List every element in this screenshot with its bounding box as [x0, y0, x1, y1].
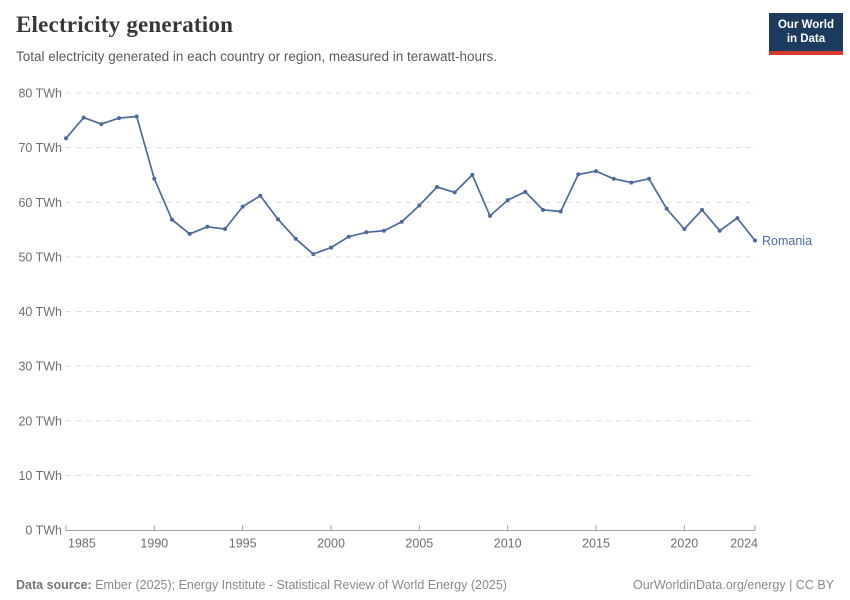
data-point-marker [81, 115, 86, 120]
x-tick-label: 2010 [494, 537, 522, 551]
data-point-marker [311, 252, 316, 257]
owid-logo[interactable]: Our World in Data [768, 13, 843, 55]
data-point-marker [541, 207, 545, 212]
data-point-marker [717, 228, 722, 233]
data-source-text: Ember (2025); Energy Institute - Statist… [95, 578, 507, 592]
x-tick-label: 2000 [317, 537, 345, 551]
data-point-marker [134, 114, 139, 119]
data-point-marker [629, 180, 634, 185]
data-point-marker [364, 230, 369, 235]
chart-footer: Data source: Ember (2025); Energy Instit… [16, 578, 834, 593]
x-tick-label: 2024 [730, 537, 758, 551]
data-source-note: Data source: Ember (2025); Energy Instit… [16, 578, 507, 593]
data-point-marker [558, 209, 563, 214]
data-point-marker [187, 231, 192, 236]
data-point-marker [488, 213, 492, 218]
data-point-marker [293, 236, 298, 241]
data-point-marker [99, 122, 104, 127]
data-point-marker [664, 206, 669, 211]
y-tick-label: 40 TWh [18, 305, 62, 319]
data-point-marker [64, 136, 68, 141]
data-point-marker [647, 176, 651, 181]
data-point-marker [399, 219, 404, 224]
x-tick-label: 1985 [68, 537, 96, 551]
data-point-marker [435, 185, 439, 189]
data-point-marker [700, 207, 704, 212]
series-entity-label[interactable]: Romania [762, 234, 812, 248]
page-title: Electricity generation [16, 12, 234, 37]
x-tick-label: 2015 [582, 537, 610, 551]
owid-license-link[interactable]: OurWorldinData.org/energy | CC BY [632, 578, 834, 592]
data-point-marker [682, 227, 687, 231]
logo-text-line1: Our World [777, 19, 834, 31]
x-tick-label: 1990 [140, 537, 168, 551]
logo-text-line2: in Data [786, 33, 826, 46]
data-point-marker [735, 216, 740, 221]
data-point-marker [382, 228, 386, 233]
data-point-marker [240, 204, 245, 209]
x-tick-label: 2005 [405, 537, 433, 551]
data-point-marker [329, 245, 333, 250]
data-point-marker [276, 217, 280, 222]
data-point-marker [258, 193, 263, 198]
data-point-marker [470, 172, 475, 177]
data-source-label: Data source: [16, 578, 92, 592]
data-point-marker [452, 190, 457, 195]
x-tick-label: 1995 [229, 537, 257, 551]
data-point-marker [505, 198, 510, 203]
data-point-marker [611, 176, 616, 181]
data-point-marker [417, 203, 422, 208]
y-tick-label: 10 TWh [18, 469, 62, 483]
data-point-marker [152, 176, 157, 181]
data-point-marker [346, 234, 351, 239]
data-point-marker [594, 169, 598, 174]
y-tick-label: 30 TWh [18, 360, 62, 374]
series-line-romania[interactable] [65, 115, 756, 255]
data-point-marker [223, 227, 227, 231]
data-point-marker [170, 217, 174, 222]
data-point-marker [523, 189, 528, 194]
data-point-marker [117, 116, 121, 121]
y-tick-label: 80 TWh [18, 87, 62, 101]
chart-subtitle: Total electricity generated in each coun… [16, 49, 497, 64]
y-tick-label: 70 TWh [18, 141, 62, 155]
y-tick-label: 0 TWh [25, 524, 62, 538]
y-tick-label: 20 TWh [18, 414, 62, 428]
y-tick-label: 60 TWh [18, 196, 62, 210]
data-point-marker [753, 238, 757, 243]
x-tick-label: 2020 [670, 537, 698, 551]
data-point-marker [576, 172, 581, 177]
y-tick-label: 50 TWh [18, 250, 62, 264]
data-point-marker [205, 224, 210, 229]
